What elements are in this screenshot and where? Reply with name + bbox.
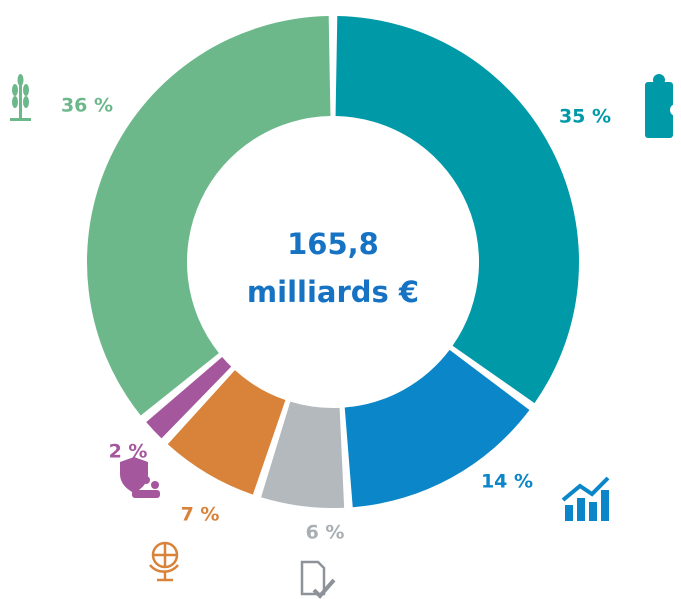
icon-globe: [149, 541, 179, 582]
icon-security: [120, 457, 160, 498]
value-label: 6 %: [306, 522, 345, 544]
icon-wheat: [10, 74, 31, 121]
value-label: 2 %: [109, 441, 148, 463]
value-label: 35 %: [559, 106, 611, 128]
center-unit: milliards €: [247, 275, 419, 309]
donut-segment: [167, 370, 286, 495]
donut-segment: [87, 16, 331, 416]
center-value: 165,8: [287, 227, 379, 261]
value-label: 36 %: [61, 95, 113, 117]
donut-segment: [261, 401, 345, 508]
icon-puzzle: [645, 74, 681, 138]
donut-segment: [146, 357, 232, 439]
donut-segment: [344, 349, 530, 508]
icon-growth: [561, 476, 610, 521]
icon-document: [300, 560, 336, 599]
value-label: 14 %: [481, 471, 533, 493]
value-label: 7 %: [181, 504, 220, 526]
donut-segment: [335, 16, 579, 404]
